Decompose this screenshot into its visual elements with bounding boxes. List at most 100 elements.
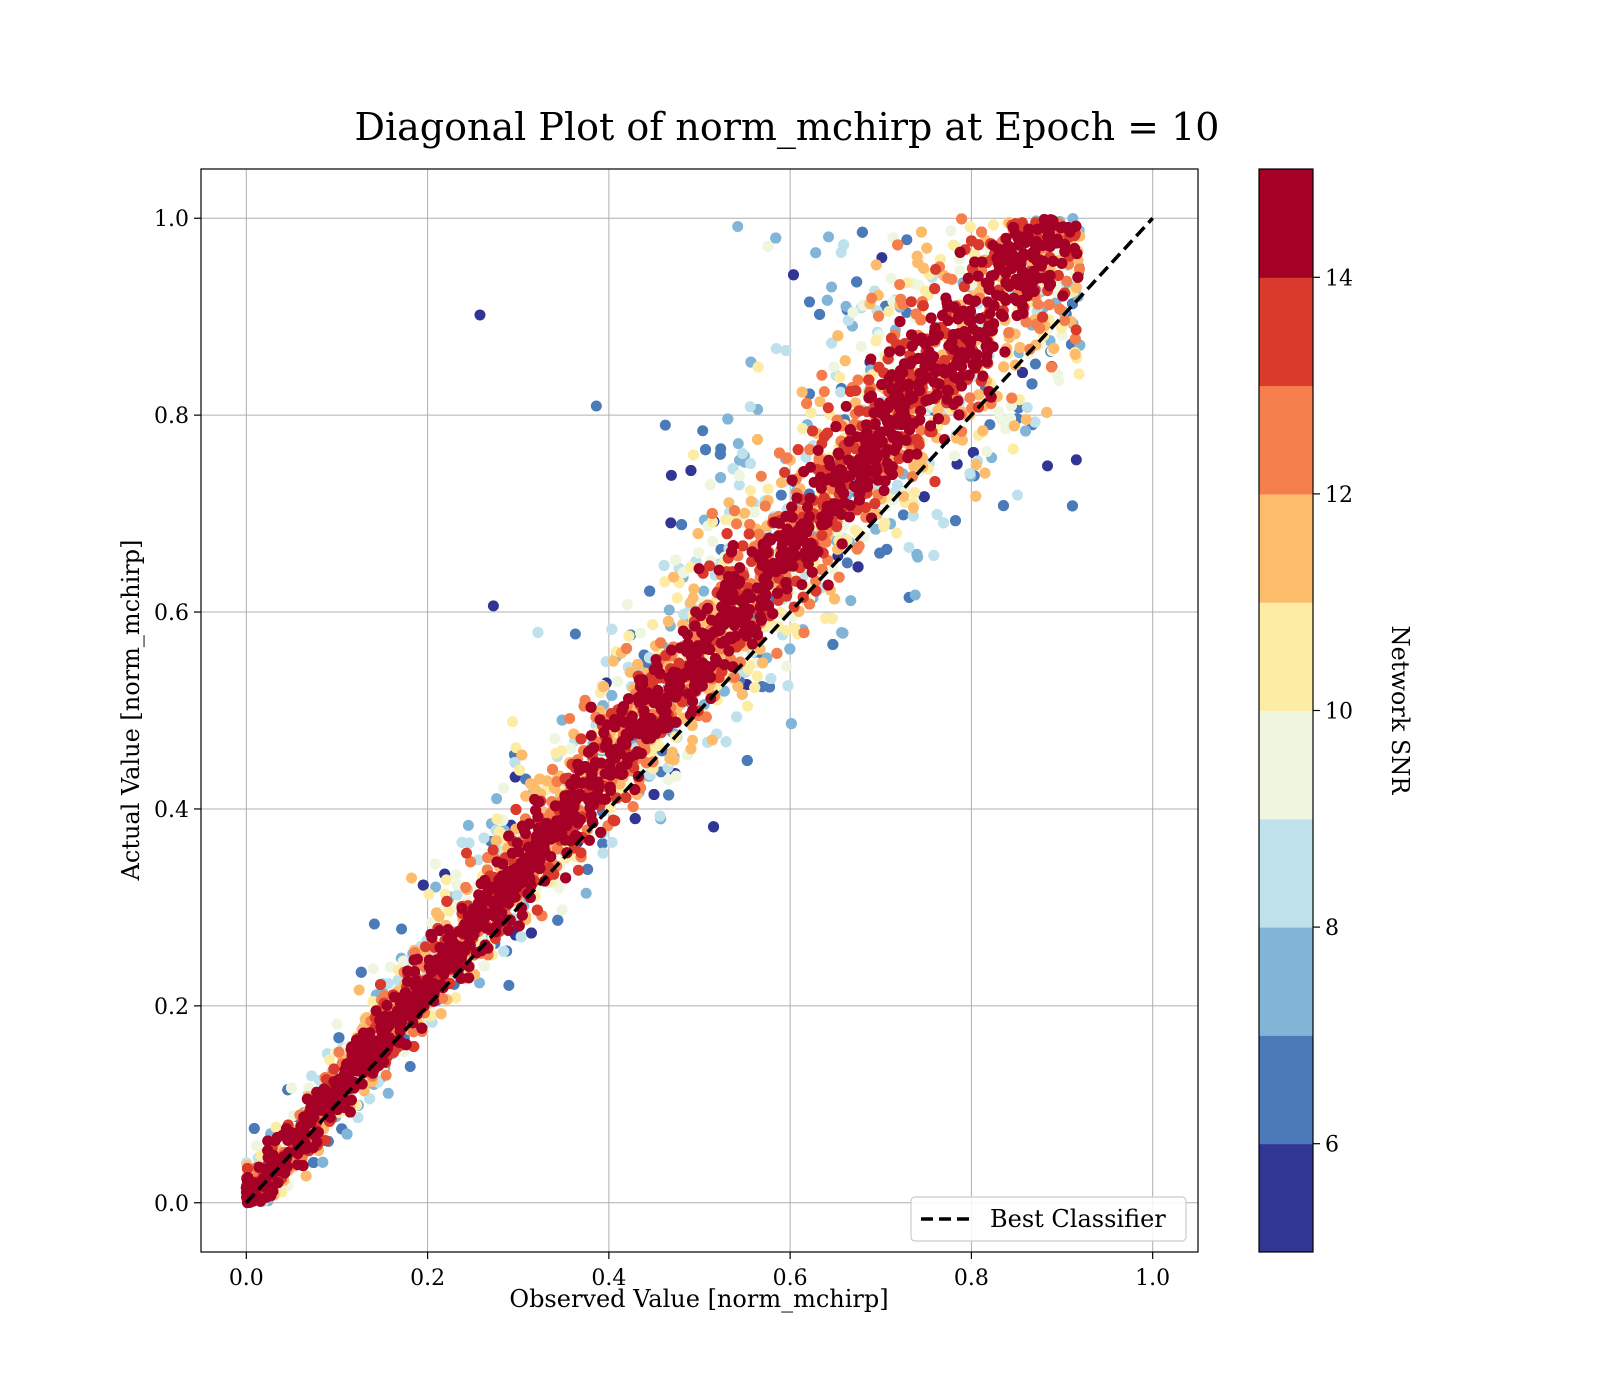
- scatter-point: [704, 479, 716, 491]
- scatter-point: [331, 1018, 343, 1030]
- scatter-point: [478, 832, 490, 844]
- scatter-point: [731, 518, 743, 530]
- scatter-point: [745, 485, 757, 497]
- scatter-point: [1020, 413, 1032, 425]
- scatter-point: [700, 444, 712, 456]
- scatter-point: [828, 361, 840, 373]
- scatter-point: [956, 213, 968, 225]
- scatter-point: [404, 1061, 416, 1073]
- scatter-point: [514, 764, 526, 776]
- scatter-point: [1048, 342, 1060, 354]
- scatter-point: [490, 835, 502, 847]
- scatter-point: [742, 700, 754, 712]
- scatter-point: [597, 847, 609, 859]
- scatter-point: [451, 889, 463, 901]
- scatter-point: [919, 285, 931, 297]
- scatter-point: [770, 343, 782, 355]
- scatter-point: [607, 655, 619, 667]
- scatter-point: [732, 221, 744, 233]
- scatter-point: [629, 813, 641, 825]
- scatter-point: [698, 585, 710, 597]
- scatter-point: [909, 589, 921, 601]
- scatter-point: [662, 774, 674, 786]
- scatter-point: [685, 743, 697, 755]
- scatter-point: [942, 272, 954, 284]
- scatter-point: [582, 863, 594, 875]
- scatter-point: [928, 549, 940, 561]
- scatter-point: [525, 927, 537, 939]
- scatter-point: [665, 469, 677, 481]
- scatter-point: [910, 308, 922, 320]
- scatter-point: [430, 881, 442, 893]
- scatter-point: [866, 292, 878, 304]
- scatter-point: [745, 458, 757, 470]
- scatter-point: [655, 637, 667, 649]
- scatter-point: [676, 519, 688, 531]
- scatter-point: [855, 340, 867, 352]
- scatter-point: [1029, 358, 1041, 370]
- scatter-point: [692, 528, 704, 540]
- scatter-point: [663, 604, 675, 616]
- scatter-point: [833, 571, 845, 583]
- scatter-point: [451, 879, 463, 891]
- scatter-point: [956, 434, 968, 446]
- scatter-point: [762, 483, 774, 495]
- scatter-point: [516, 749, 528, 761]
- scatter-point: [891, 479, 903, 491]
- scatter-point: [870, 259, 882, 271]
- scatter-point: [1032, 298, 1044, 310]
- scatter-point: [482, 852, 494, 864]
- scatter-point: [805, 407, 817, 419]
- scatter-point: [1026, 378, 1038, 390]
- scatter-point: [1021, 401, 1033, 413]
- scatter-point: [684, 561, 696, 573]
- scatter-point: [1070, 454, 1082, 466]
- scatter-point: [798, 627, 810, 639]
- scatter-point: [759, 500, 771, 512]
- scatter-point: [967, 446, 979, 458]
- scatter-point: [632, 659, 644, 671]
- scatter-point: [826, 337, 838, 349]
- scatter-point: [590, 400, 602, 412]
- scatter-point: [647, 619, 659, 631]
- scatter-point: [384, 961, 396, 973]
- scatter-point: [883, 305, 895, 317]
- grid-lines: [201, 169, 1198, 1252]
- scatter-point: [450, 992, 462, 1004]
- scatter-point: [752, 361, 764, 373]
- scatter-point: [892, 239, 904, 251]
- scatter-point: [406, 872, 418, 884]
- scatter-point: [723, 497, 735, 509]
- scatter-point: [487, 600, 499, 612]
- scatter-point: [816, 369, 828, 381]
- scatter-point: [1069, 333, 1081, 345]
- scatter-point: [947, 239, 959, 251]
- scatter-point: [915, 226, 927, 238]
- scatter-point: [895, 293, 907, 305]
- scatter-point: [751, 670, 763, 682]
- scatter-point: [722, 413, 734, 425]
- scatter-point: [688, 583, 700, 595]
- scatter-point: [623, 630, 635, 642]
- scatter-point: [1069, 348, 1081, 360]
- scatter-point: [827, 638, 839, 650]
- scatter-point: [849, 524, 861, 536]
- scatter-point: [463, 837, 475, 849]
- scatter-point: [873, 310, 885, 322]
- scatter-point: [752, 434, 764, 446]
- scatter-point: [745, 495, 757, 507]
- scatter-point: [306, 1070, 318, 1082]
- scatter-point: [832, 330, 844, 342]
- scatter-point: [775, 477, 787, 489]
- scatter-point: [1014, 341, 1026, 353]
- scatter-point: [1007, 443, 1019, 455]
- scatter-point: [851, 276, 863, 288]
- scatter-point: [697, 425, 709, 437]
- scatter-point: [532, 626, 544, 638]
- scatter-point: [667, 571, 679, 583]
- scatter-point: [462, 819, 474, 831]
- scatter-point: [621, 643, 633, 655]
- scatter-point: [706, 734, 718, 746]
- scatter-point: [814, 396, 826, 408]
- scatter-point: [606, 836, 618, 848]
